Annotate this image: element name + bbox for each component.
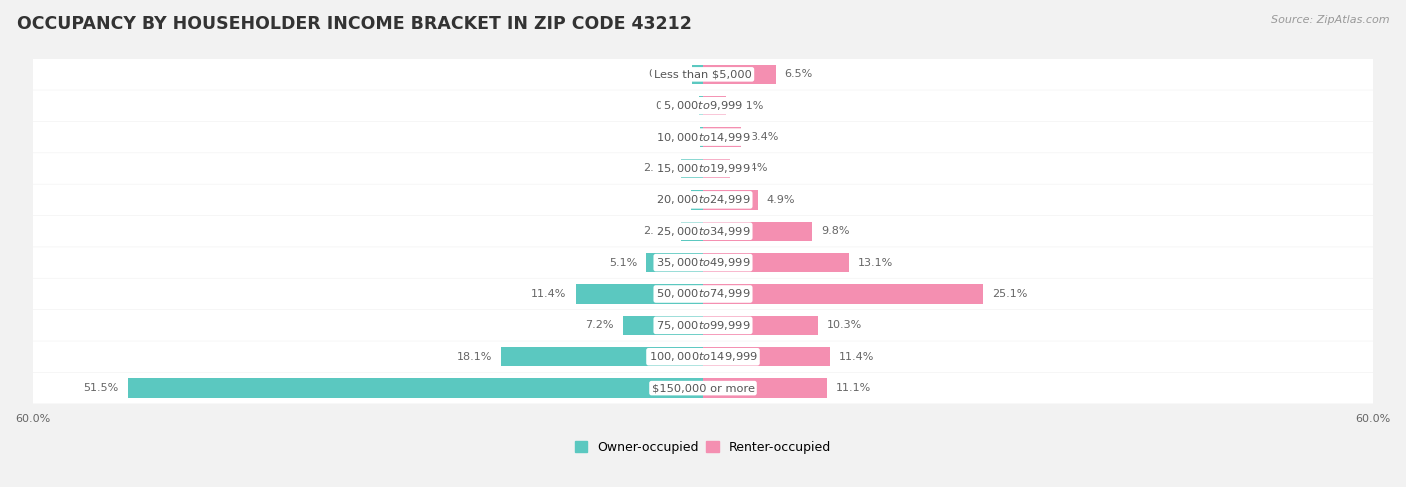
FancyBboxPatch shape xyxy=(32,91,1374,121)
Text: $5,000 to $9,999: $5,000 to $9,999 xyxy=(664,99,742,112)
Text: 10.3%: 10.3% xyxy=(827,320,862,330)
FancyBboxPatch shape xyxy=(32,373,1374,404)
FancyBboxPatch shape xyxy=(32,341,1374,372)
Bar xyxy=(703,190,758,209)
Bar xyxy=(703,378,827,398)
Bar xyxy=(681,159,703,178)
Legend: Owner-occupied, Renter-occupied: Owner-occupied, Renter-occupied xyxy=(569,436,837,459)
Text: $75,000 to $99,999: $75,000 to $99,999 xyxy=(655,319,751,332)
Bar xyxy=(703,316,818,335)
Text: $25,000 to $34,999: $25,000 to $34,999 xyxy=(655,225,751,238)
FancyBboxPatch shape xyxy=(32,59,1374,90)
Text: 0.95%: 0.95% xyxy=(648,69,683,79)
Text: 11.1%: 11.1% xyxy=(837,383,872,393)
Text: 13.1%: 13.1% xyxy=(858,258,894,268)
Text: Less than $5,000: Less than $5,000 xyxy=(654,69,752,79)
Text: 2.4%: 2.4% xyxy=(738,164,768,173)
FancyBboxPatch shape xyxy=(32,247,1374,278)
Bar xyxy=(703,284,983,304)
Bar xyxy=(128,378,703,398)
Bar xyxy=(501,347,703,366)
Bar xyxy=(699,96,703,115)
Bar xyxy=(703,159,730,178)
Bar xyxy=(703,96,727,115)
Bar xyxy=(681,222,703,241)
Bar xyxy=(703,347,831,366)
Bar xyxy=(700,128,703,147)
Text: 1.1%: 1.1% xyxy=(654,195,682,205)
Text: 0.3%: 0.3% xyxy=(662,132,690,142)
FancyBboxPatch shape xyxy=(32,216,1374,246)
Text: 3.4%: 3.4% xyxy=(749,132,779,142)
Text: $15,000 to $19,999: $15,000 to $19,999 xyxy=(655,162,751,175)
Text: 2.1%: 2.1% xyxy=(735,101,763,111)
Text: OCCUPANCY BY HOUSEHOLDER INCOME BRACKET IN ZIP CODE 43212: OCCUPANCY BY HOUSEHOLDER INCOME BRACKET … xyxy=(17,15,692,33)
Bar xyxy=(623,316,703,335)
Text: $100,000 to $149,999: $100,000 to $149,999 xyxy=(648,350,758,363)
Text: 5.1%: 5.1% xyxy=(609,258,637,268)
FancyBboxPatch shape xyxy=(32,279,1374,309)
Text: 7.2%: 7.2% xyxy=(585,320,613,330)
Text: 11.4%: 11.4% xyxy=(839,352,875,362)
Text: 2.0%: 2.0% xyxy=(644,226,672,236)
Text: 11.4%: 11.4% xyxy=(531,289,567,299)
FancyBboxPatch shape xyxy=(32,153,1374,184)
Text: 51.5%: 51.5% xyxy=(83,383,118,393)
FancyBboxPatch shape xyxy=(32,310,1374,341)
Text: 25.1%: 25.1% xyxy=(993,289,1028,299)
Bar xyxy=(575,284,703,304)
Text: $150,000 or more: $150,000 or more xyxy=(651,383,755,393)
Text: 9.8%: 9.8% xyxy=(821,226,851,236)
Bar xyxy=(645,253,703,272)
Text: Source: ZipAtlas.com: Source: ZipAtlas.com xyxy=(1271,15,1389,25)
Bar xyxy=(690,190,703,209)
Text: 2.0%: 2.0% xyxy=(644,164,672,173)
Bar xyxy=(703,65,776,84)
Text: $35,000 to $49,999: $35,000 to $49,999 xyxy=(655,256,751,269)
Text: $20,000 to $24,999: $20,000 to $24,999 xyxy=(655,193,751,206)
Bar xyxy=(703,222,813,241)
FancyBboxPatch shape xyxy=(32,185,1374,215)
Text: 18.1%: 18.1% xyxy=(457,352,492,362)
FancyBboxPatch shape xyxy=(32,122,1374,152)
Bar xyxy=(703,128,741,147)
Text: 4.9%: 4.9% xyxy=(766,195,796,205)
Text: 6.5%: 6.5% xyxy=(785,69,813,79)
Bar xyxy=(692,65,703,84)
Text: $10,000 to $14,999: $10,000 to $14,999 xyxy=(655,131,751,144)
Text: $50,000 to $74,999: $50,000 to $74,999 xyxy=(655,287,751,300)
Bar xyxy=(703,253,849,272)
Text: 0.33%: 0.33% xyxy=(655,101,690,111)
